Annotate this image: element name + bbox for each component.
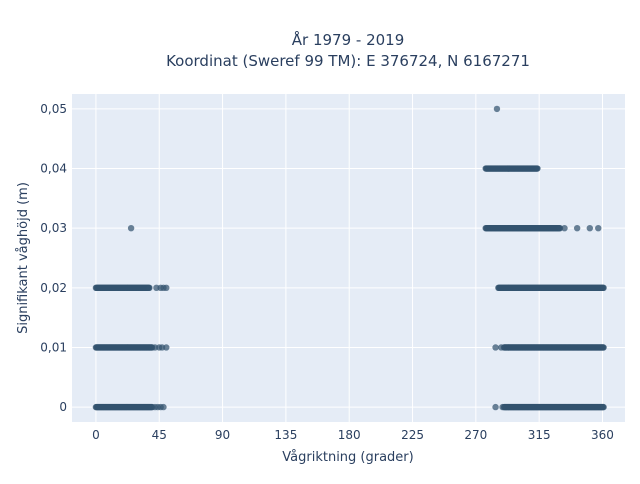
- x-tick-label: 225: [401, 428, 424, 442]
- tick-labels: 0 45 90 135 180 225 270 315 360 0 0,01 0,02 0,03 0,04…: [40, 102, 614, 442]
- x-tick-label: 270: [464, 428, 487, 442]
- x-tick-label: 0: [92, 428, 100, 442]
- y-tick-label: 0,04: [40, 162, 67, 176]
- data-point: [600, 403, 607, 411]
- data-point: [146, 284, 153, 292]
- chart-title-line-1: År 1979 - 2019: [292, 30, 405, 49]
- x-tick-label: 360: [591, 428, 614, 442]
- x-tick-label: 90: [215, 428, 230, 442]
- chart-title-line-2: Koordinat (Sweref 99 TM): E 376724, N 61…: [166, 52, 530, 70]
- x-axis-title: Vågriktning (grader): [282, 450, 413, 465]
- y-tick-label: 0,01: [40, 340, 67, 354]
- data-point: [534, 165, 541, 172]
- data-point: [595, 224, 602, 232]
- plot-area: [72, 94, 625, 422]
- data-point: [163, 284, 170, 292]
- data-point: [586, 224, 594, 232]
- outlier-point: [127, 224, 135, 232]
- data-point: [492, 344, 499, 351]
- data-point: [497, 344, 505, 351]
- y-tick-label: 0,03: [40, 221, 67, 235]
- data-point: [499, 403, 506, 411]
- y-tick-label: 0,02: [40, 281, 67, 295]
- outlier-point: [493, 105, 501, 113]
- data-point: [561, 224, 568, 232]
- data-points: [92, 105, 607, 411]
- x-tick-label: 315: [528, 428, 551, 442]
- data-point: [492, 403, 499, 411]
- data-point: [573, 224, 581, 232]
- data-point: [556, 224, 564, 232]
- y-tick-label: 0: [59, 400, 67, 414]
- data-point: [160, 403, 167, 411]
- data-point: [600, 344, 607, 351]
- x-tick-label: 180: [338, 428, 361, 442]
- y-tick-label: 0,05: [40, 102, 67, 116]
- y-axis-title: Signifikant våghöjd (m): [16, 182, 31, 334]
- x-tick-label: 135: [274, 428, 297, 442]
- x-tick-label: 45: [152, 428, 167, 442]
- data-point: [600, 284, 607, 292]
- data-point: [163, 344, 170, 351]
